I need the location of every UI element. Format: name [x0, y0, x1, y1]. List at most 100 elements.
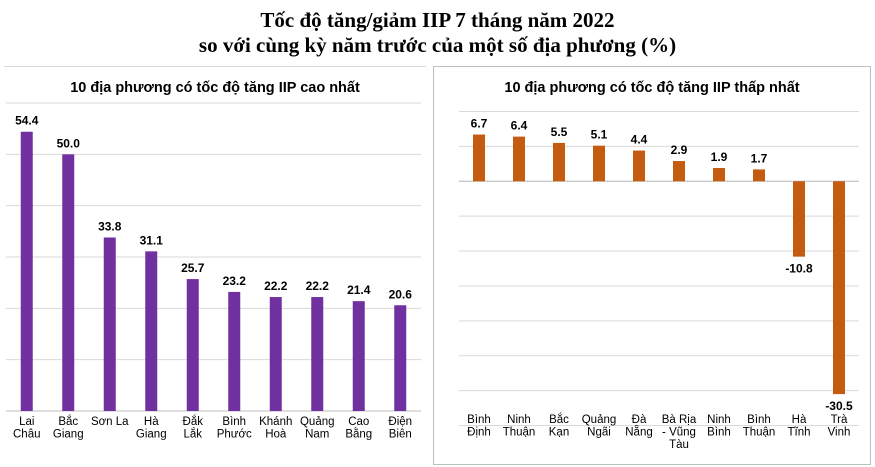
- bar: [269, 297, 282, 411]
- category-label-line: Bắc: [549, 413, 569, 426]
- category-label-line: Thuận: [743, 427, 776, 439]
- bar: [145, 251, 158, 411]
- category-label-line: Lai: [19, 416, 34, 428]
- category-label-line: Bà Rịa: [662, 414, 697, 426]
- category-label: Đắk Lắk: [183, 415, 204, 441]
- category-label: Đà Nẵng: [625, 414, 653, 439]
- data-label: 1.9: [711, 150, 728, 164]
- category-label-line: Điện: [388, 416, 412, 428]
- data-label: 4.4: [631, 133, 648, 147]
- category-label: Điện Biên: [388, 416, 412, 441]
- category-label-line: Thuận: [503, 427, 536, 439]
- category-label-line: Bình: [467, 414, 491, 426]
- category-label-line: Châu: [13, 429, 41, 441]
- data-label: 20.6: [389, 287, 413, 301]
- data-label: 21.4: [347, 283, 371, 297]
- bar: [553, 142, 565, 182]
- data-label: 5.5: [551, 125, 568, 139]
- data-label: 50.0: [57, 136, 81, 150]
- data-label: 31.1: [140, 233, 164, 247]
- bar: [62, 154, 75, 411]
- data-label: 1.7: [751, 151, 768, 165]
- category-label-line: Bắc: [58, 415, 78, 428]
- category-label-line: - Vũng: [662, 427, 696, 439]
- category-label-line: Hà: [792, 414, 807, 426]
- bar: [593, 145, 605, 182]
- bar: [833, 181, 845, 395]
- category-label-line: Ninh: [507, 414, 531, 426]
- right-chart-panel: 10 địa phương có tốc độ tăng IIP thấp nh…: [433, 66, 871, 465]
- category-label-line: Bình: [222, 416, 246, 428]
- left-chart-title: 10 địa phương có tốc độ tăng IIP cao nhấ…: [70, 80, 360, 96]
- data-label: 2.9: [671, 143, 688, 157]
- category-label-line: Phước: [217, 429, 252, 441]
- category-label: Ninh Thuận: [503, 414, 536, 439]
- category-label-line: Bình: [747, 414, 771, 426]
- chart-main-title: Tốc độ tăng/giảm IIP 7 tháng năm 2022 so…: [0, 8, 875, 58]
- category-label-line: Tĩnh: [787, 427, 810, 439]
- data-label: 6.4: [511, 119, 528, 133]
- bar: [753, 169, 765, 182]
- category-label-line: Giang: [53, 429, 84, 441]
- bar: [394, 305, 407, 411]
- right-chart-title: 10 địa phương có tốc độ tăng IIP thấp nh…: [504, 80, 800, 96]
- category-label-line: Nam: [305, 429, 329, 441]
- category-label-line: Bình: [707, 427, 731, 439]
- left-chart-panel: 10 địa phương có tốc độ tăng IIP cao nhấ…: [4, 66, 426, 464]
- category-label: Quảng Nam: [300, 416, 335, 441]
- bar: [473, 134, 485, 182]
- data-label: 6.7: [471, 117, 488, 131]
- category-label-line: Khánh: [259, 416, 292, 428]
- category-label: Bắc Giang: [53, 415, 84, 441]
- bar: [103, 237, 116, 411]
- category-label: Khánh Hoà: [259, 416, 292, 441]
- category-label-line: Lắk: [183, 428, 202, 441]
- bar: [352, 301, 365, 411]
- data-label: 22.2: [264, 279, 288, 293]
- bar: [713, 168, 725, 182]
- category-label-line: Bằng: [345, 428, 372, 441]
- bar: [513, 136, 525, 182]
- category-label-line: Hà: [144, 416, 159, 428]
- chart-title-line-1: Tốc độ tăng/giảm IIP 7 tháng năm 2022: [260, 8, 615, 32]
- bar: [633, 150, 645, 182]
- category-label: Trà Vinh: [828, 414, 851, 439]
- category-label-line: Quảng: [582, 414, 617, 426]
- category-label-line: Ngãi: [587, 427, 611, 439]
- bar: [311, 297, 324, 411]
- category-label-line: Sơn La: [91, 416, 129, 428]
- category-label-line: Định: [467, 427, 491, 439]
- category-label: Bắc Kạn: [549, 413, 569, 439]
- category-label: Bình Thuận: [743, 414, 776, 439]
- data-label: 5.1: [591, 128, 608, 142]
- bar: [228, 291, 241, 411]
- category-label-line: Trà: [831, 414, 848, 426]
- category-label-line: Cao: [348, 416, 369, 428]
- category-label-line: Đà: [632, 414, 647, 426]
- category-label-line: Hoà: [265, 429, 287, 441]
- category-label-line: Đắk: [183, 415, 204, 428]
- category-label: Hà Giang: [136, 416, 167, 441]
- category-label: Bà Rịa - Vũng Tàu: [662, 414, 697, 451]
- category-label: Bình Phước: [217, 416, 252, 441]
- category-label: Sơn La: [91, 416, 129, 428]
- category-label-line: Giang: [136, 429, 167, 441]
- category-label: Cao Bằng: [345, 416, 372, 441]
- category-label-line: Vinh: [828, 427, 851, 439]
- category-label-line: Kạn: [549, 427, 569, 439]
- data-label: 25.7: [181, 261, 205, 275]
- data-label: 23.2: [223, 274, 247, 288]
- category-label: Quảng Ngãi: [582, 414, 617, 439]
- bar: [20, 131, 33, 411]
- bar: [793, 181, 805, 257]
- category-label-line: Nẵng: [625, 426, 653, 439]
- data-label: 54.4: [15, 114, 39, 128]
- category-label: Lai Châu: [13, 416, 41, 441]
- category-label-line: Tàu: [669, 439, 689, 451]
- category-label: Bình Định: [467, 414, 491, 439]
- chart-title-line-2: so với cùng kỳ năm trước của một số địa …: [198, 33, 677, 57]
- category-label: Ninh Bình: [707, 414, 731, 439]
- data-label: -10.8: [785, 262, 813, 276]
